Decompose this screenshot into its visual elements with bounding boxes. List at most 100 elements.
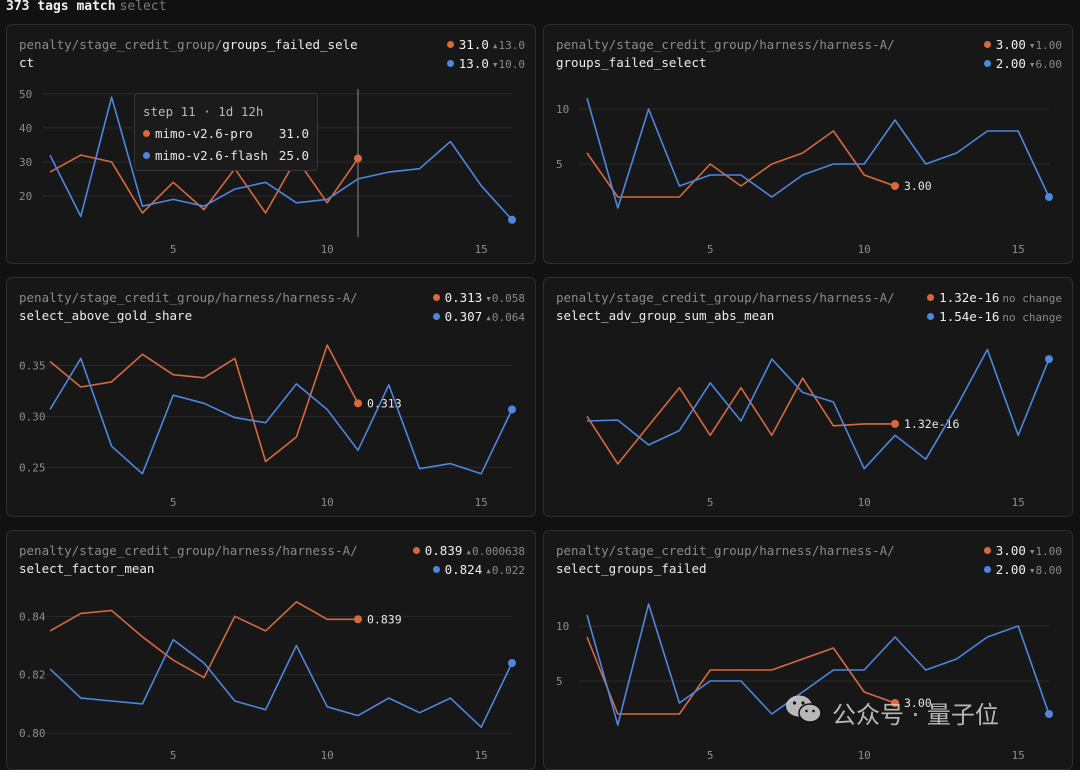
legend: 0.313 ▾0.058 0.307 ▴0.064: [432, 289, 525, 327]
series-dot: [446, 60, 454, 67]
chart-card[interactable]: penalty/stage_credit_group/harness/harne…: [543, 530, 1073, 770]
chart-card[interactable]: penalty/stage_credit_group/groups_failed…: [6, 24, 536, 264]
legend-value: 1.54e-16: [939, 309, 1000, 324]
series-dot: [412, 547, 420, 554]
legend-value: 1.32e-16: [939, 290, 1000, 305]
title-metric: groups_failed_select: [556, 55, 707, 70]
legend-value: 3.00: [995, 37, 1026, 52]
legend-row: 1.32e-16 no change: [927, 289, 1062, 308]
y-tick-label: 0.35: [19, 360, 46, 373]
watermark-text: 公众号 · 量子位: [832, 700, 999, 729]
filter-text[interactable]: select: [119, 0, 167, 14]
end-value-label: 3.00: [904, 179, 932, 193]
card-title: penalty/stage_credit_group/harness/harne…: [556, 289, 896, 325]
title-metric: groups_failed_select: [19, 37, 358, 70]
y-tick-label: 0.30: [19, 411, 46, 424]
legend: 31.0 ▴13.0 13.0 ▾10.0: [446, 36, 525, 74]
legend-delta: ▾10.0: [491, 58, 525, 71]
series-endpoint: [354, 154, 362, 163]
y-tick-label: 0.80: [19, 727, 46, 740]
title-metric: select_groups_failed: [556, 561, 707, 576]
series-dot: [432, 294, 440, 301]
results-header: 373 tags match select: [6, 0, 167, 16]
series-dot: [432, 313, 440, 320]
legend: 1.32e-16 no change 1.54e-16 no change: [927, 289, 1062, 327]
series-dot: [983, 60, 991, 67]
line-chart[interactable]: 0.25 0.30 0.35 5 10 15 0.313: [7, 278, 536, 517]
legend-value: 13.0: [458, 56, 489, 71]
chart-card[interactable]: penalty/stage_credit_group/harness/harne…: [6, 530, 536, 770]
legend: 3.00 ▾1.00 2.00 ▾6.00: [983, 36, 1062, 74]
series-endpoint: [1045, 710, 1053, 718]
y-tick-label: 5: [556, 158, 563, 171]
y-tick-label: 50: [19, 88, 32, 101]
legend-row: 31.0 ▴13.0: [446, 36, 525, 55]
series-endpoint: [354, 399, 362, 408]
legend-row: 0.839 ▴0.000638: [412, 542, 525, 561]
legend-value: 31.0: [458, 37, 489, 52]
title-prefix: penalty/stage_credit_group/harness/harne…: [19, 543, 358, 558]
title-metric: select_adv_group_sum_abs_mean: [556, 308, 775, 323]
legend-row: 13.0 ▾10.0: [446, 55, 525, 74]
x-tick-label: 15: [1012, 496, 1025, 509]
legend-value: 0.313: [444, 290, 483, 305]
legend-value: 2.00: [995, 562, 1026, 577]
chart-card[interactable]: penalty/stage_credit_group/harness/harne…: [543, 24, 1073, 264]
series-line: [49, 344, 359, 463]
line-chart[interactable]: 5 10 5 10 15 3.00: [544, 25, 1073, 264]
series-dot: [927, 313, 935, 320]
series-line: [586, 97, 1050, 209]
legend-delta: ▾0.058: [485, 292, 525, 305]
end-value-label: 0.313: [367, 396, 402, 410]
series-dot: [143, 130, 150, 137]
series-dot: [983, 566, 991, 573]
y-tick-label: 0.84: [19, 610, 46, 623]
y-tick-label: 10: [556, 103, 569, 116]
legend-value: 0.824: [444, 562, 483, 577]
x-tick-label: 10: [321, 496, 334, 509]
card-title: penalty/stage_credit_group/harness/harne…: [556, 542, 896, 578]
end-value-label: 1.32e-16: [904, 417, 959, 431]
series-endpoint: [1045, 355, 1053, 364]
x-tick-label: 10: [858, 496, 871, 509]
line-chart[interactable]: 5 10 5 10 15 3.00: [544, 531, 1073, 770]
legend-row: 1.54e-16 no change: [927, 308, 1062, 327]
legend-delta: ▾8.00: [1028, 564, 1062, 577]
title-metric: select_factor_mean: [19, 561, 155, 576]
wechat-icon: [784, 693, 824, 731]
card-title: penalty/stage_credit_group/harness/harne…: [556, 36, 896, 72]
legend-value: 0.839: [424, 543, 463, 558]
chart-card[interactable]: penalty/stage_credit_group/harness/harne…: [543, 277, 1073, 517]
x-tick-label: 10: [858, 243, 871, 256]
series-line: [49, 154, 359, 214]
title-prefix: penalty/stage_credit_group/harness/harne…: [556, 290, 895, 305]
x-tick-label: 5: [707, 496, 714, 509]
x-tick-label: 15: [475, 243, 488, 256]
legend-row: 0.824 ▴0.022: [413, 561, 525, 580]
legend-delta: ▴0.064: [485, 311, 525, 324]
series-endpoint: [508, 659, 516, 668]
x-tick-label: 10: [321, 243, 334, 256]
match-count: 373 tags match: [6, 0, 116, 14]
legend: 3.00 ▾1.00 2.00 ▾8.00: [983, 542, 1062, 580]
title-prefix: penalty/stage_credit_group/harness/harne…: [556, 37, 895, 52]
legend-row: 0.313 ▾0.058: [432, 289, 525, 308]
y-tick-label: 0.82: [19, 669, 46, 682]
x-tick-label: 5: [707, 749, 714, 762]
line-chart[interactable]: 5 10 15 1.32e-16: [544, 278, 1073, 517]
series-endpoint: [891, 419, 899, 428]
legend-delta: ▴0.000638: [465, 545, 525, 558]
y-tick-label: 10: [556, 620, 569, 633]
series-endpoint: [508, 215, 516, 224]
series-line: [586, 348, 1050, 470]
tooltip-series-name: mimo-v2.6-pro: [155, 126, 253, 141]
y-tick-label: 0.25: [19, 462, 46, 475]
legend-delta: no change: [1002, 292, 1062, 305]
tooltip-header: step 11 · 1d 12h: [143, 104, 264, 119]
chart-card[interactable]: penalty/stage_credit_group/harness/harne…: [6, 277, 536, 517]
series-line: [586, 636, 896, 715]
legend-value: 0.307: [444, 309, 483, 324]
series-line: [586, 603, 1050, 726]
title-prefix: penalty/stage_credit_group/harness/harne…: [19, 290, 358, 305]
line-chart[interactable]: 0.80 0.82 0.84 5 10 15 0.839: [7, 531, 536, 770]
